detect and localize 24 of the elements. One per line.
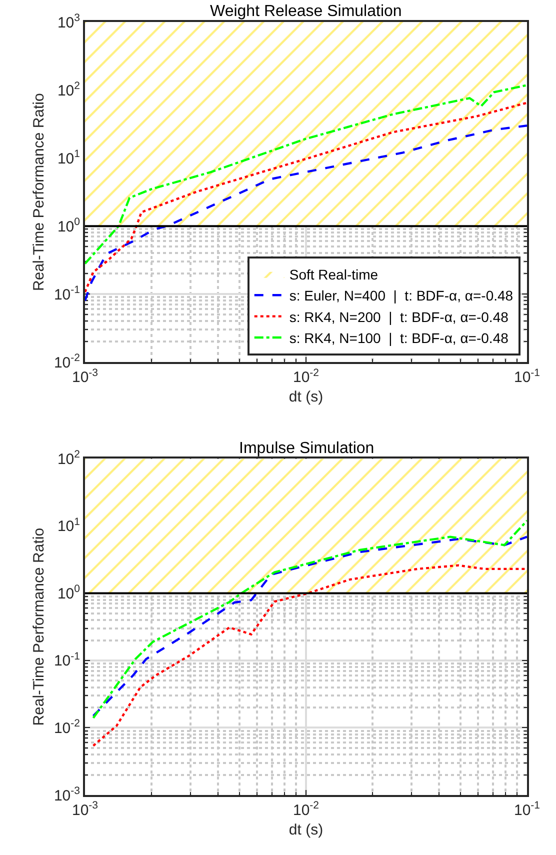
y-axis-title: Real-Time Performance Ratio [30,528,48,726]
x-tick-label: 10$^{-2}$ [292,800,320,819]
y-tick-label: 10$^{1}$ [57,516,80,536]
x-tick-label: 10$^{-2}$ [292,366,320,386]
y-tick-label: 10$^{0}$ [57,216,80,236]
y-axis-title: Real-Time Performance Ratio [30,93,48,291]
y-tick-label: 10$^{3}$ [57,12,80,32]
y-tick-label: 10$^{2}$ [57,448,80,468]
legend-label: s: RK4, N=200 | t: BDF-α, α=-0.48 [289,308,509,325]
chart-title: Weight Release Simulation [210,3,402,20]
legend-label: s: RK4, N=100 | t: BDF-α, α=-0.48 [289,330,509,346]
y-tick-label: 10$^{-2}$ [54,718,80,737]
x-axis-title: dt (s) [288,822,324,838]
y-tick-label: 10$^{0}$ [57,583,80,602]
y-tick-label: 10$^{-1}$ [54,650,80,670]
x-tick-label: 10$^{-1}$ [514,366,540,386]
x-axis-title: dt (s) [288,388,324,406]
legend-label: s: Euler, N=400 | t: BDF-α, α=-0.48 [289,288,514,304]
y-tick-label: 10$^{2}$ [57,80,80,100]
x-tick-label: 10$^{-1}$ [514,800,540,819]
y-tick-label: 10$^{-1}$ [54,284,80,304]
y-tick-label: 10$^{1}$ [57,148,80,168]
legend-label: Soft Real-time [289,266,378,282]
chart-title: Impulse Simulation [239,440,374,457]
